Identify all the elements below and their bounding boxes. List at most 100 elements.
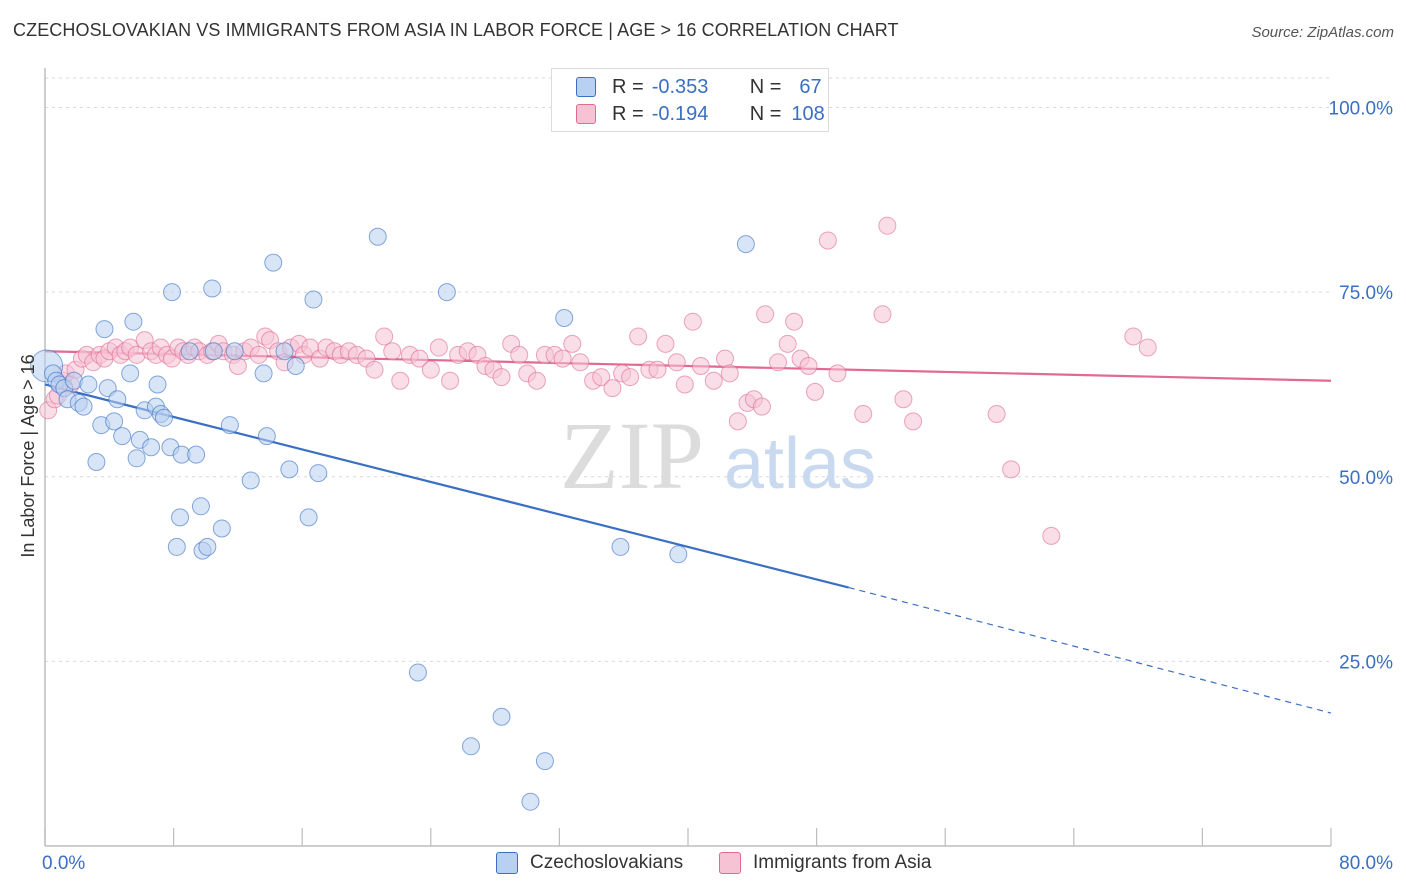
czechoslovakian-point — [95, 320, 114, 339]
watermark-atlas: atlas — [724, 424, 876, 504]
y-axis-label: In Labor Force | Age > 16 — [18, 354, 38, 557]
immigrants-asia-point — [683, 312, 702, 331]
immigrants-asia-point — [785, 312, 804, 331]
czechoslovakian-point — [113, 427, 132, 446]
immigrants-asia-point — [894, 390, 913, 409]
legend-pink-swatch — [719, 852, 741, 874]
stats-row-czechoslovakians: R = -0.353 N = 67 — [576, 74, 822, 100]
immigrants-asia-point — [987, 405, 1006, 423]
czechoslovakian-point — [555, 309, 574, 327]
n-label: N = — [749, 102, 782, 125]
czechoslovakian-point — [535, 752, 554, 771]
immigrants-asia-point — [720, 364, 739, 383]
legend-label: Czechoslovakians — [530, 852, 684, 873]
czechoslovakian-point — [162, 283, 181, 302]
grid — [45, 77, 1331, 662]
immigrants-asia-point — [553, 349, 572, 368]
czechoslovakian-point — [241, 471, 260, 490]
czechoslovakian-point — [521, 792, 540, 811]
czechoslovakian-point — [87, 453, 106, 471]
immigrants-asia-point — [510, 345, 529, 364]
czechoslovakian-point — [304, 290, 323, 309]
immigrants-asia-point — [752, 397, 771, 416]
czechoslovakian-point — [225, 342, 244, 361]
czechoslovakian-point — [286, 357, 305, 375]
r-value: -0.194 — [651, 102, 709, 125]
czechoslovakian-point — [187, 445, 206, 464]
tick-labels: 25.0% 50.0% 75.0% 100.0% 0.0% 80.0% — [42, 99, 1393, 874]
immigrants-asia-point — [904, 412, 923, 431]
immigrants-asia-point — [592, 368, 611, 387]
czechoslovakian-point — [275, 342, 294, 361]
r-label: R = — [612, 102, 644, 125]
immigrants-asia-point — [667, 353, 686, 372]
watermark: ZIP atlas — [560, 402, 876, 509]
y-tick-label: 75.0% — [1339, 283, 1393, 304]
immigrants-asia-point — [441, 371, 460, 390]
czechoslovakian-point — [257, 427, 276, 446]
czechoslovakian-point — [148, 375, 167, 394]
czechoslovakian-point — [736, 235, 755, 254]
czechoslovakian-point — [254, 364, 273, 383]
czechoslovakian-point — [127, 449, 146, 468]
czechoslovakian-point — [461, 737, 480, 756]
immigrants-asia-point — [818, 231, 837, 250]
legend-item-czechoslovakians: Czechoslovakians — [496, 852, 683, 874]
czechoslovakian-point — [611, 537, 630, 556]
czechoslovakian-point — [203, 279, 222, 298]
immigrants-asia-point — [878, 216, 897, 235]
x-tick-label: 80.0% — [1339, 853, 1393, 874]
czechoslovakian-point — [220, 416, 239, 435]
y-tick-label: 25.0% — [1339, 652, 1393, 673]
czechoslovakian-point — [492, 707, 511, 726]
czechoslovakian-point — [309, 464, 328, 483]
immigrants-asia-point — [571, 353, 590, 372]
immigrants-asia-point — [375, 327, 394, 346]
n-value: 67 — [799, 75, 822, 98]
immigrants-asia-point — [828, 364, 847, 383]
immigrants-asia-point — [603, 379, 622, 398]
czechoslovakian-point — [669, 545, 688, 564]
czechoslovakian-point — [408, 663, 427, 682]
immigrants-asia-point — [249, 345, 268, 364]
immigrants-asia-point — [691, 357, 710, 375]
immigrants-asia-point — [805, 382, 824, 401]
czechoslovakian-point — [212, 519, 231, 538]
czechoslovakian-point — [124, 312, 143, 331]
immigrants-asia-point — [728, 412, 747, 431]
n-label: N = — [749, 75, 782, 98]
immigrants-asia-point — [391, 371, 410, 390]
czechoslovakian-point — [299, 508, 318, 527]
immigrants-asia-point — [756, 305, 775, 324]
czechoslovakian-trendline — [44, 383, 850, 589]
immigrants-asia-point — [769, 353, 788, 372]
immigrants-asia-point — [383, 342, 402, 361]
stats-row-immigrants-from-asia: R = -0.194 N = 108 — [576, 101, 825, 127]
immigrants-asia-point — [873, 305, 892, 324]
czechoslovakian-point — [108, 390, 127, 409]
stats-legend-box: R = -0.353 N = 67 R = -0.194 N = 108 — [551, 68, 829, 132]
legend-item-immigrants-from-asia: Immigrants from Asia — [719, 852, 931, 874]
czechoslovakian-point — [167, 537, 186, 556]
immigrants-asia-point — [1002, 460, 1021, 479]
immigrants-asia-point — [675, 375, 694, 394]
immigrants-asia-point — [629, 327, 648, 346]
immigrants-asia-point — [365, 360, 384, 379]
y-tick-label: 50.0% — [1339, 468, 1393, 489]
immigrants-asia-point — [1138, 338, 1157, 357]
czechoslovakian-point — [154, 408, 173, 427]
source-label: Source: ZipAtlas.com — [1251, 24, 1394, 41]
r-value: -0.353 — [651, 75, 709, 98]
r-label: R = — [612, 75, 644, 98]
czechoslovakian-point — [264, 253, 283, 272]
immigrants-asia-point — [429, 338, 448, 357]
blue-swatch — [576, 77, 596, 97]
immigrants-asia-point — [410, 349, 429, 368]
immigrants-asia-point — [1124, 327, 1143, 346]
pink-swatch — [576, 104, 596, 124]
immigrants-asia-point — [704, 371, 723, 390]
immigrants-asia-point — [854, 405, 873, 423]
czechoslovakian-point — [171, 508, 190, 527]
czechoslovakian-point — [121, 364, 140, 383]
